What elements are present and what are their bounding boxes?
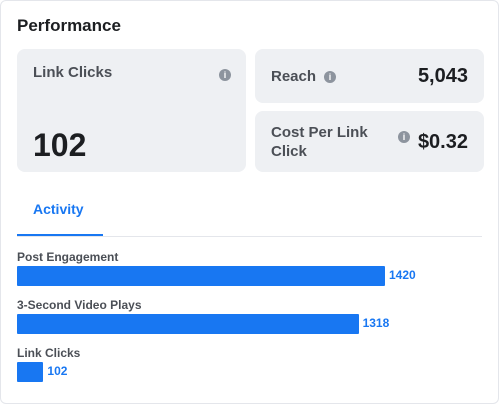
info-icon[interactable]: i xyxy=(398,131,410,143)
bar-label: 3-Second Video Plays xyxy=(17,298,142,312)
bar xyxy=(17,314,359,334)
reach-value: 5,043 xyxy=(417,65,468,87)
cost-per-link-click-card: Cost Per Link Click i $0.32 xyxy=(255,111,484,172)
cpl-label-line1: Cost Per Link xyxy=(271,124,368,141)
tab-divider xyxy=(17,236,482,237)
bar-row: Link Clicks 102 xyxy=(17,346,487,382)
link-clicks-label: Link Clicks xyxy=(33,64,113,81)
cpl-label-line2: Click xyxy=(271,143,307,160)
bar xyxy=(17,362,44,382)
reach-card: Reach i 5,043 xyxy=(255,49,484,103)
tab-active-indicator xyxy=(17,234,103,237)
info-icon[interactable]: i xyxy=(219,69,231,81)
bar-label: Post Engagement xyxy=(17,250,119,264)
link-clicks-value: 102 xyxy=(33,127,87,163)
bar-value-label: 102 xyxy=(47,364,68,378)
link-clicks-card: Link Clicks i 102 xyxy=(17,49,246,172)
reach-label: Reach xyxy=(271,68,317,85)
cpl-value: $0.32 xyxy=(417,131,468,153)
info-icon[interactable]: i xyxy=(324,71,336,83)
tab-activity-label: Activity xyxy=(33,201,84,217)
bar-label: Link Clicks xyxy=(17,346,81,360)
bar-row: 3-Second Video Plays 1318 xyxy=(17,298,487,334)
bar-value-label: 1318 xyxy=(362,316,390,330)
section-title: Performance xyxy=(17,16,121,35)
bar xyxy=(17,266,385,286)
bar-value-label: 1420 xyxy=(389,268,416,282)
bar-row: Post Engagement 1420 xyxy=(17,250,487,286)
tab-activity[interactable]: Activity xyxy=(17,187,103,237)
